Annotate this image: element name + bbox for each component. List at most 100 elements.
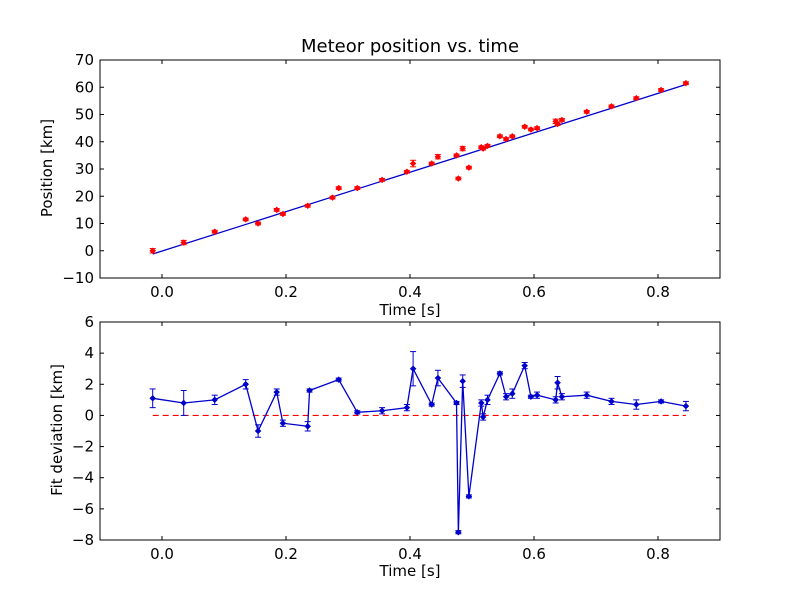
data-point: [428, 160, 436, 167]
y-tick-label: −10: [62, 269, 94, 287]
data-point: [558, 116, 566, 124]
data-point: [453, 152, 460, 159]
data-point: [273, 206, 281, 214]
point-marker: [459, 145, 467, 152]
data-point: [254, 220, 262, 227]
x-tick-label: 0.4: [398, 545, 422, 563]
point-marker: [533, 391, 541, 399]
point-marker: [552, 117, 560, 125]
deviation-point: [306, 387, 313, 394]
point-marker: [459, 377, 467, 385]
point-marker: [484, 396, 491, 404]
x-tick-label: 0.2: [274, 545, 298, 563]
data-point: [378, 176, 386, 184]
deviation-point: [521, 361, 529, 370]
position-chart-title: Meteor position vs. time: [301, 36, 519, 57]
deviation-point: [455, 528, 462, 536]
x-tick-label: 0.4: [398, 283, 422, 301]
data-point: [484, 142, 491, 150]
deviation-point: [428, 401, 436, 408]
y-tick-label: −2: [72, 438, 94, 456]
point-marker: [657, 398, 665, 405]
data-point: [279, 210, 287, 218]
x-tick-label: 0.0: [150, 283, 174, 301]
deviation-point: [632, 399, 640, 410]
point-marker: [434, 153, 442, 161]
data-point: [527, 126, 535, 133]
point-marker: [527, 126, 535, 133]
point-marker: [632, 401, 640, 408]
y-tick-label: −8: [72, 531, 94, 549]
point-marker: [254, 220, 262, 227]
deviation-point: [211, 394, 219, 406]
deviation-point: [583, 391, 591, 399]
data-point: [657, 86, 665, 94]
point-marker: [657, 86, 665, 94]
data-point: [682, 79, 690, 87]
point-marker: [254, 427, 262, 435]
point-marker: [211, 396, 219, 404]
point-marker: [479, 413, 487, 421]
point-marker: [149, 247, 157, 255]
data-point: [608, 102, 615, 110]
deviation-series: [149, 351, 690, 536]
point-marker: [554, 120, 561, 128]
deviation-point: [353, 408, 361, 416]
point-marker: [180, 239, 188, 246]
position-x-ticks: 0.0 0.2 0.4 0.6 0.8: [150, 60, 670, 301]
deviation-point: [558, 393, 566, 401]
point-marker: [508, 132, 516, 140]
point-marker: [533, 124, 541, 132]
data-point: [496, 132, 504, 140]
point-marker: [632, 94, 640, 102]
point-marker: [608, 398, 615, 405]
deviation-point: [508, 388, 516, 399]
data-point: [211, 228, 219, 236]
point-marker: [409, 160, 417, 167]
data-point: [304, 202, 312, 210]
point-marker: [304, 202, 312, 210]
y-tick-label: 0: [84, 242, 94, 260]
x-tick-label: 0.8: [646, 545, 670, 563]
point-marker: [608, 102, 615, 110]
deviation-point: [378, 407, 386, 415]
deviation-point: [682, 400, 690, 412]
deviation-point: [403, 404, 411, 412]
point-marker: [149, 394, 157, 402]
deviation-point: [484, 394, 491, 406]
point-marker: [434, 374, 442, 382]
point-marker: [279, 419, 287, 427]
point-marker: [453, 399, 460, 407]
deviation-point: [254, 424, 262, 438]
deviation-point: [180, 390, 188, 416]
deviation-panel: −8 −6 −4 −2 0 2 4 6 0.0 0.2 0.4 0.6 0.8 Time [s] Fi…: [48, 313, 721, 580]
deviation-point: [409, 351, 417, 387]
point-marker: [403, 168, 411, 176]
deviation-point: [149, 388, 157, 409]
data-point: [353, 184, 361, 192]
point-marker: [554, 379, 561, 387]
point-marker: [353, 184, 361, 192]
point-marker: [428, 401, 436, 408]
point-marker: [682, 402, 690, 410]
deviation-point: [527, 393, 535, 401]
data-point: [554, 120, 561, 128]
data-point: [149, 247, 157, 255]
point-marker: [682, 79, 690, 87]
x-tick-label: 0.6: [522, 283, 546, 301]
point-marker: [242, 216, 250, 223]
deviation-point: [608, 397, 615, 406]
deviation-x-ticks: 0.0 0.2 0.4 0.6 0.8: [150, 322, 670, 563]
data-point: [409, 159, 417, 168]
point-marker: [304, 422, 312, 430]
point-marker: [496, 132, 504, 140]
deviation-x-axis-label: Time [s]: [379, 562, 441, 580]
deviation-point: [477, 399, 485, 407]
y-tick-label: 20: [75, 187, 94, 205]
position-y-axis-label: Position [km]: [38, 119, 56, 217]
deviation-point: [304, 421, 312, 432]
y-tick-label: 60: [75, 78, 94, 96]
point-marker: [306, 387, 313, 394]
